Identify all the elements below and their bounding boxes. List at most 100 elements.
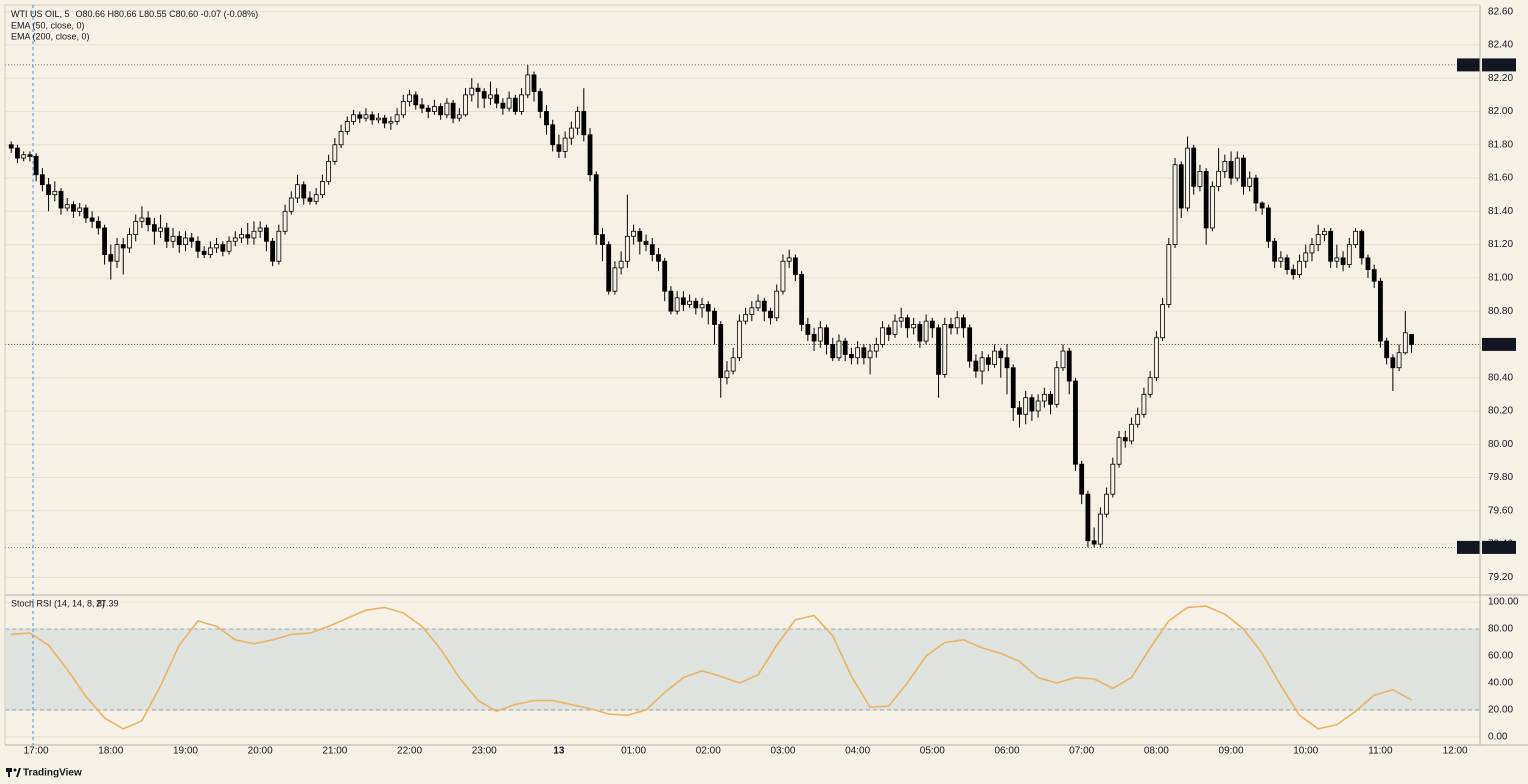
candle-body — [544, 111, 549, 126]
candle-body — [1284, 257, 1290, 270]
candle-body — [606, 244, 612, 292]
candle-body — [1228, 161, 1234, 179]
candle-body — [195, 240, 201, 252]
candle-body — [961, 317, 966, 329]
candle-body — [1209, 185, 1215, 229]
candle-body — [1135, 413, 1141, 425]
candle-body — [1222, 161, 1228, 172]
candle-body — [649, 244, 655, 255]
candle-body — [15, 147, 20, 159]
candle-body — [730, 357, 736, 372]
y-tick-label: 82.00 — [1488, 106, 1513, 117]
candle-body — [1060, 350, 1066, 369]
x-tick-label: 07:00 — [1069, 746, 1094, 757]
candle-body — [817, 327, 823, 342]
candle-body — [382, 117, 388, 124]
y-tick-label: 79.80 — [1488, 472, 1513, 483]
candle-body — [761, 300, 767, 312]
x-tick-label: 17:00 — [24, 746, 49, 757]
x-tick-label: 08:00 — [1144, 746, 1169, 757]
candle-body — [1309, 244, 1315, 254]
band — [5, 629, 1480, 710]
candle-body — [519, 94, 524, 112]
candle-body — [1203, 170, 1209, 229]
x-tick-label: 01:00 — [621, 746, 646, 757]
candle-body — [992, 350, 997, 365]
candle-body — [494, 94, 500, 104]
x-tick-label: 02:00 — [696, 746, 721, 757]
candle-body — [911, 324, 917, 329]
candle-body — [811, 334, 817, 342]
price-tag-value: 79.38 — [1488, 542, 1513, 553]
candle-body — [550, 124, 556, 146]
candle-body — [102, 227, 107, 255]
candle-body — [1166, 244, 1172, 305]
x-tick-label: 10:00 — [1293, 746, 1318, 757]
candle-body — [575, 111, 580, 129]
candle-body — [1153, 337, 1159, 379]
y-tick-label: 82.60 — [1488, 6, 1513, 17]
branding: TradingView — [23, 768, 82, 779]
candle-body — [656, 254, 661, 262]
candle-body — [624, 235, 630, 262]
candle-body — [444, 102, 450, 116]
candle-body — [8, 144, 14, 149]
candle-body — [450, 102, 456, 119]
rsi-title: Stoch RSI (14, 14, 8, 8) — [11, 598, 105, 608]
candle-body — [251, 230, 257, 239]
candle-body — [338, 131, 344, 146]
candle-body — [1141, 393, 1147, 415]
candle-body — [917, 324, 923, 342]
price-tag-box — [1482, 58, 1516, 72]
candle-body — [1396, 352, 1402, 369]
candle-body — [388, 121, 394, 124]
candle-body — [46, 184, 51, 196]
y-tick-label: 80.20 — [1488, 406, 1513, 417]
candle-body — [1110, 463, 1116, 495]
indicator-label: EMA (50, close, 0) — [11, 20, 85, 30]
y-tick-label: 60.00 — [1488, 651, 1513, 662]
candle-body — [780, 260, 786, 292]
candle-body — [936, 327, 941, 375]
candle-body — [114, 244, 120, 262]
x-tick-label: 19:00 — [173, 746, 198, 757]
candle-body — [1390, 357, 1396, 369]
candle-body — [1035, 400, 1041, 412]
candle-body — [898, 317, 904, 322]
candle-body — [64, 204, 70, 209]
x-tick-label: 12:00 — [1443, 746, 1468, 757]
candle-body — [139, 217, 145, 222]
candle-body — [1104, 493, 1109, 515]
candle-body — [830, 344, 836, 359]
candle-body — [1029, 397, 1035, 412]
candle-body — [239, 234, 244, 239]
candle-body — [693, 300, 699, 309]
candle-body — [1116, 437, 1122, 465]
candle-body — [320, 180, 325, 196]
candle-body — [643, 240, 649, 245]
candle-body — [1216, 170, 1222, 187]
logo-icon — [13, 768, 17, 772]
candle-body — [1178, 164, 1184, 209]
candle-body — [400, 101, 406, 116]
candle-body — [220, 244, 226, 252]
candle-body — [301, 184, 307, 199]
candle-body — [21, 154, 27, 159]
candle-body — [786, 257, 792, 262]
candle-body — [307, 197, 313, 202]
candle-body — [469, 87, 475, 96]
candle-body — [774, 290, 780, 319]
y-tick-label: 81.60 — [1488, 173, 1513, 184]
candle-body — [631, 230, 636, 237]
candle-body — [108, 254, 114, 262]
y-tick-label: 40.00 — [1488, 678, 1513, 689]
candle-body — [189, 237, 195, 242]
candle-body — [525, 74, 531, 96]
candle-body — [438, 106, 444, 116]
candle-body — [1054, 367, 1060, 405]
y-tick-label: 82.40 — [1488, 40, 1513, 51]
candle-body — [201, 250, 207, 255]
y-tick-label: 81.00 — [1488, 273, 1513, 284]
candle-body — [52, 190, 58, 196]
